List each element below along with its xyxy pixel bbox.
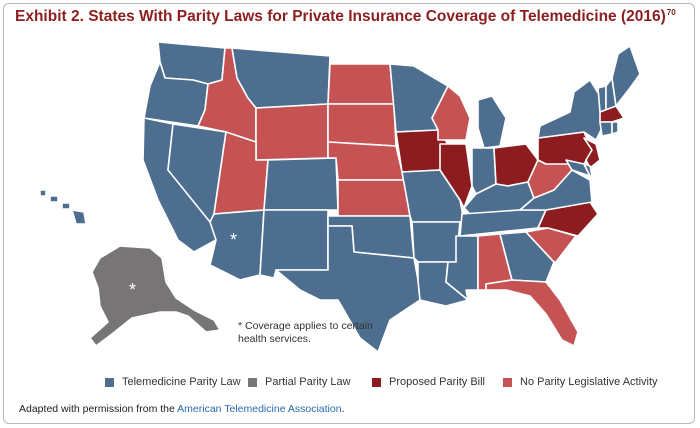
legend-item-no-parity-activity: No Parity Legislative Activity <box>503 376 658 388</box>
state-nebraska <box>327 141 405 181</box>
legend-label: Telemedicine Parity Law <box>122 376 241 388</box>
state-georgia <box>499 231 555 283</box>
state-north-dakota <box>327 63 395 105</box>
state-michigan <box>477 95 507 149</box>
state-hawaii <box>39 189 87 225</box>
state-alaska <box>89 245 221 347</box>
exhibit-title: Exhibit 2. States With Parity Laws for P… <box>15 8 676 26</box>
state-maine <box>611 45 641 107</box>
legend-item-telemedicine-parity-law: Telemedicine Parity Law <box>105 376 241 388</box>
arizona-asterisk: * <box>230 230 237 250</box>
legend-label: Proposed Parity Bill <box>389 376 485 388</box>
state-vermont <box>597 85 607 113</box>
legend-swatch <box>105 377 114 387</box>
title-footnote: 70 <box>666 8 676 17</box>
state-south-dakota <box>327 103 397 147</box>
state-massachusetts <box>599 105 625 123</box>
coverage-note: * Coverage applies to certain health ser… <box>238 320 373 345</box>
state-new-york <box>537 79 603 141</box>
legend: Telemedicine Parity Law Partial Parity L… <box>105 376 665 392</box>
state-florida <box>485 279 579 347</box>
state-arkansas <box>411 221 461 263</box>
state-wyoming <box>255 103 329 161</box>
state-new-mexico <box>259 209 329 279</box>
legend-item-partial-parity-law: Partial Parity Law <box>248 376 351 388</box>
state-connecticut <box>599 121 613 137</box>
legend-swatch <box>503 377 512 387</box>
state-wisconsin <box>431 85 471 141</box>
state-colorado <box>263 157 339 211</box>
source-note: Adapted with permission from the America… <box>19 403 345 415</box>
legend-swatch <box>248 377 257 387</box>
alaska-asterisk: * <box>129 280 136 300</box>
source-link[interactable]: American Telemedicine Association <box>177 403 342 415</box>
state-kansas <box>337 179 411 217</box>
state-delaware <box>583 163 593 177</box>
legend-swatch <box>372 377 381 387</box>
legend-item-proposed-parity-bill: Proposed Parity Bill <box>372 376 485 388</box>
legend-label: Partial Parity Law <box>265 376 351 388</box>
state-rhode-island <box>611 121 619 135</box>
state-texas <box>275 225 421 353</box>
legend-label: No Parity Legislative Activity <box>520 376 658 388</box>
